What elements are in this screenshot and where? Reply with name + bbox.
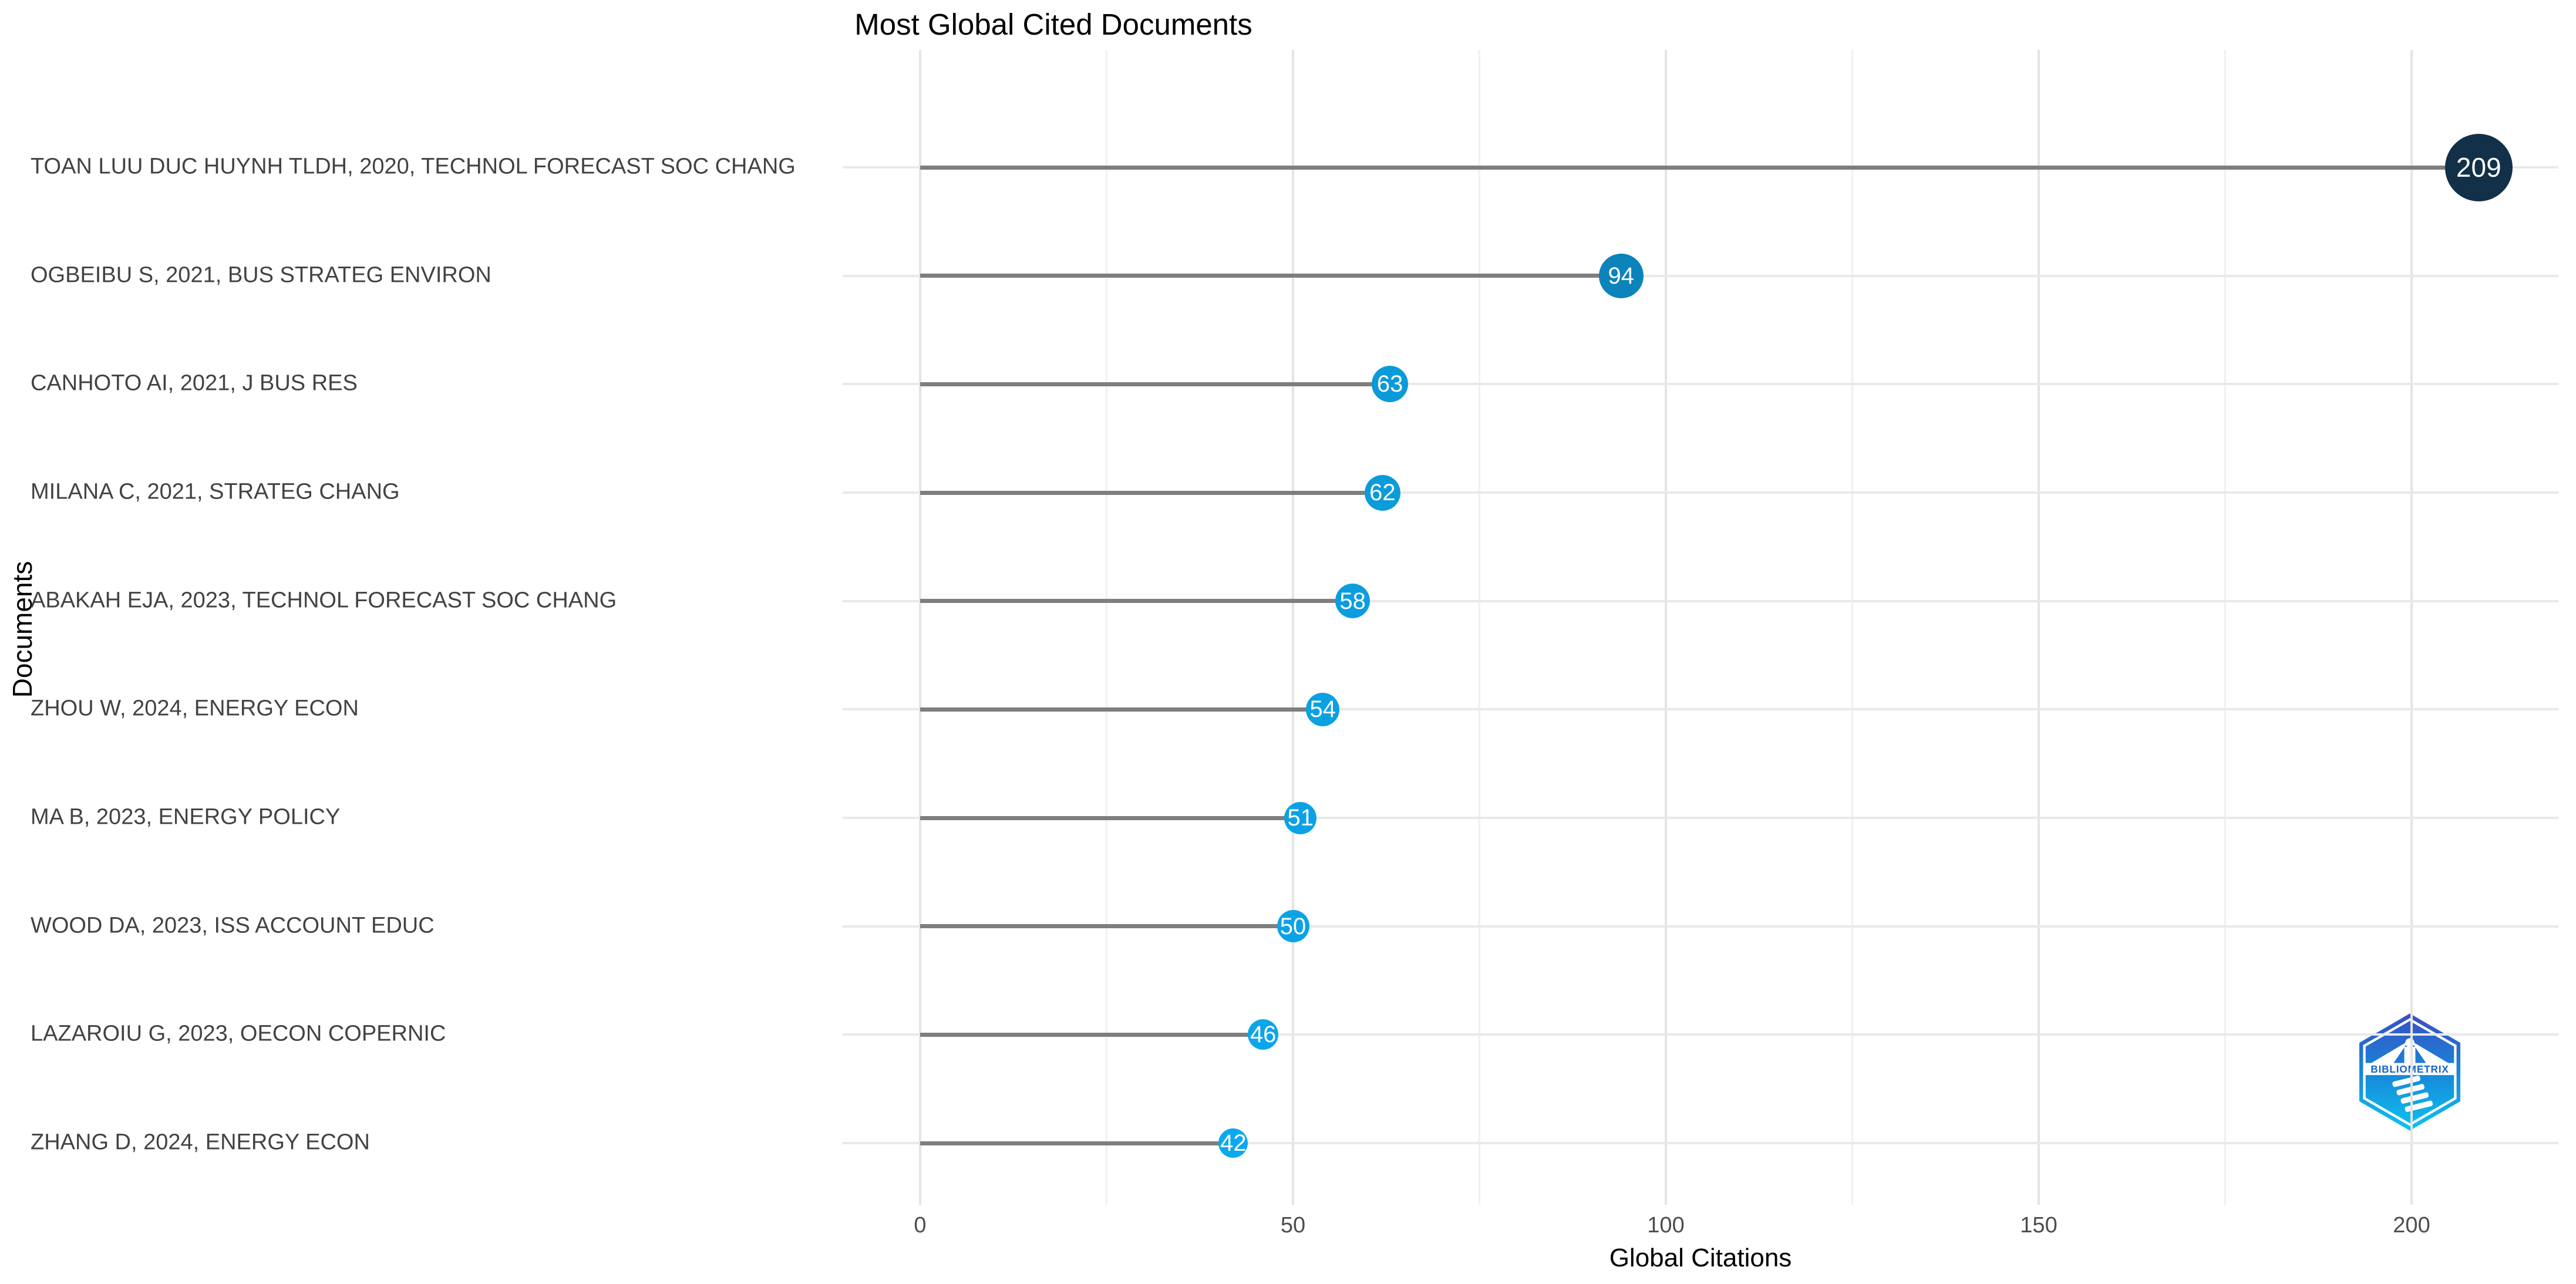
x-tick-label: 150 xyxy=(2020,1213,2058,1238)
citation-dot: 62 xyxy=(1364,474,1400,511)
citation-dot: 46 xyxy=(1248,1019,1279,1050)
gridline-x-100 xyxy=(1665,50,1667,1205)
document-label: WOOD DA, 2023, ISS ACCOUNT EDUC xyxy=(31,913,435,938)
row-gridline xyxy=(843,491,2558,494)
x-tick-label: 0 xyxy=(914,1213,927,1238)
row-gridline xyxy=(843,817,2558,820)
citation-dot: 209 xyxy=(2444,133,2513,201)
row-gridline xyxy=(843,925,2558,928)
citation-stem xyxy=(920,165,2479,170)
citation-stem xyxy=(920,274,1621,278)
citation-stem xyxy=(920,1141,1234,1145)
citation-stem xyxy=(920,815,1301,820)
row-gridline xyxy=(843,708,2558,711)
logo-wordmark: BIBLIOMETRIX xyxy=(2370,1063,2449,1075)
citation-stem xyxy=(920,1032,1264,1037)
x-tick-label: 50 xyxy=(1280,1213,1306,1238)
citation-stem xyxy=(920,924,1293,929)
logo-tower-top xyxy=(2404,1047,2416,1063)
x-axis-title: Global Citations xyxy=(1609,1243,1792,1272)
logo-band xyxy=(2364,1063,2456,1076)
document-label: OGBEIBU S, 2021, BUS STRATEG ENVIRON xyxy=(31,262,491,288)
y-axis-title: Documents xyxy=(7,561,38,698)
x-tick-label: 200 xyxy=(2393,1213,2430,1238)
x-tick-label: 100 xyxy=(1647,1213,1685,1238)
document-label: ZHANG D, 2024, ENERGY ECON xyxy=(31,1130,370,1155)
gridline-x-minor-75 xyxy=(1479,50,1480,1205)
document-label: ABAKAH EJA, 2023, TECHNOL FORECAST SOC C… xyxy=(31,588,617,613)
citation-dot: 42 xyxy=(1218,1128,1248,1158)
logo-lantern xyxy=(2405,1038,2415,1047)
row-gridline xyxy=(843,1033,2558,1036)
citation-stem xyxy=(920,599,1353,604)
citation-stem xyxy=(920,490,1383,495)
row-gridline xyxy=(843,1142,2558,1145)
gridline-x-50 xyxy=(1292,50,1294,1205)
gridline-x-0 xyxy=(919,50,921,1205)
citation-dot: 63 xyxy=(1372,366,1409,403)
citation-stem xyxy=(920,382,1390,386)
row-gridline xyxy=(843,599,2558,602)
gridline-x-minor-125 xyxy=(1851,50,1853,1205)
row-gridline xyxy=(843,274,2558,277)
bibliometrix-logo: BIBLIOMETRIX xyxy=(2359,1013,2460,1131)
document-label: MILANA C, 2021, STRATEG CHANG xyxy=(31,479,400,504)
logo-beam-left xyxy=(2371,1040,2409,1063)
citation-stem xyxy=(920,707,1323,712)
citation-dot: 50 xyxy=(1277,910,1309,943)
citation-dot: 51 xyxy=(1284,801,1317,834)
document-label: ZHOU W, 2024, ENERGY ECON xyxy=(31,696,359,721)
gridline-x-minor-25 xyxy=(1106,50,1107,1205)
logo-inner-hexagon xyxy=(2363,1018,2457,1126)
document-label: MA B, 2023, ENERGY POLICY xyxy=(31,804,341,830)
gridline-x-150 xyxy=(2038,50,2040,1205)
citation-dot: 54 xyxy=(1306,692,1340,726)
document-label: CANHOTO AI, 2021, J BUS RES xyxy=(31,370,358,396)
row-gridline xyxy=(843,383,2558,386)
document-label: LAZAROIU G, 2023, OECON COPERNIC xyxy=(31,1021,446,1046)
document-label: TOAN LUU DUC HUYNH TLDH, 2020, TECHNOL F… xyxy=(31,154,796,179)
citation-dot: 58 xyxy=(1335,584,1371,619)
chart-title: Most Global Cited Documents xyxy=(854,8,1252,41)
citation-dot: 94 xyxy=(1598,253,1644,298)
gridline-x-200 xyxy=(2410,50,2413,1205)
gridline-x-minor-175 xyxy=(2224,50,2226,1205)
